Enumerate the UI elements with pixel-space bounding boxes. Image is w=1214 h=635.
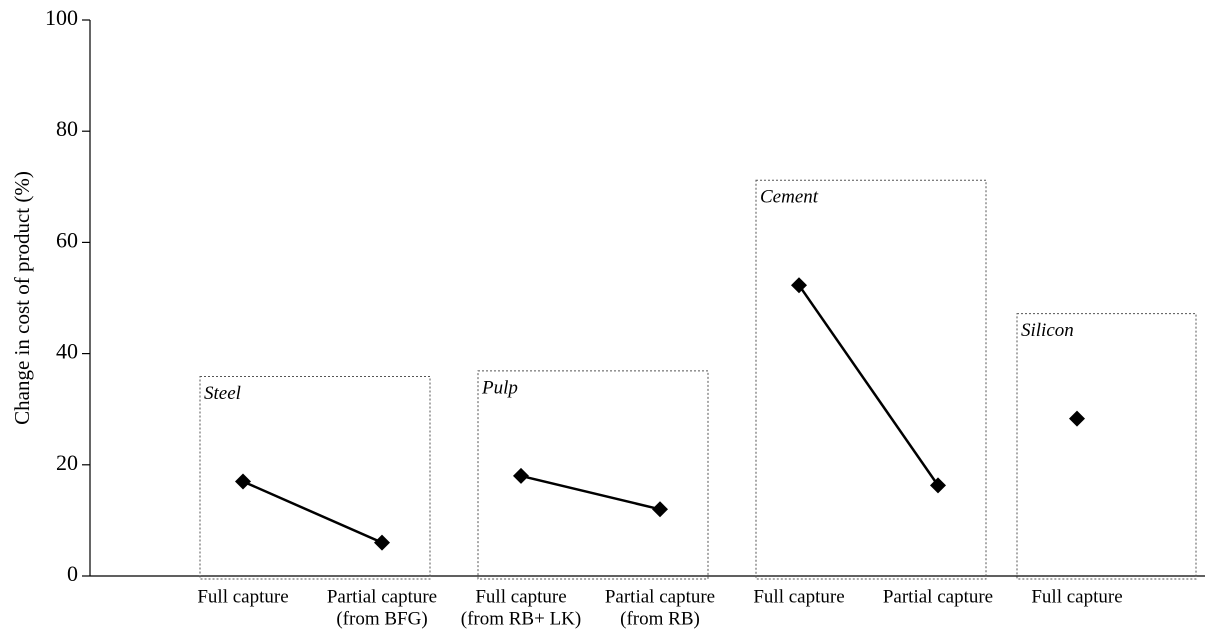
x-tick-label: Full capture: [475, 586, 566, 607]
y-axis-label: Change in cost of product (%): [10, 171, 34, 425]
group-label: Silicon: [1021, 320, 1074, 341]
group-label: Cement: [760, 187, 819, 208]
x-tick-label: Partial capture: [605, 586, 715, 607]
group-box: [1016, 313, 1197, 580]
line-segment: [242, 480, 383, 544]
marker: [235, 473, 251, 490]
marker: [652, 501, 668, 518]
marker: [374, 534, 390, 551]
group-label: Steel: [204, 383, 241, 404]
x-tick-label: Partial capture: [883, 586, 993, 607]
x-tick-label: (from RB+ LK): [461, 608, 581, 629]
y-tick-label: 100: [45, 5, 78, 30]
y-tick-label: 20: [56, 450, 78, 475]
x-tick-label: (from RB): [620, 608, 700, 629]
y-tick-label: 80: [56, 116, 78, 141]
x-tick-label: (from BFG): [336, 608, 427, 629]
y-tick-label: 40: [56, 339, 78, 364]
y-tick-label: 0: [67, 561, 78, 586]
marker: [791, 277, 807, 294]
group-box: [755, 179, 987, 580]
x-tick-label: Partial capture: [327, 586, 437, 607]
group-label: Pulp: [481, 377, 518, 398]
line-segment: [520, 474, 661, 511]
marker: [930, 477, 946, 494]
group-box: [477, 370, 709, 580]
x-tick-label: Full capture: [197, 586, 288, 607]
group-box: [199, 375, 431, 580]
marker: [1069, 410, 1085, 427]
y-tick-label: 60: [56, 227, 78, 252]
marker: [513, 467, 529, 484]
x-tick-label: Full capture: [1031, 586, 1122, 607]
x-tick-label: Full capture: [753, 586, 844, 607]
line-segment: [797, 284, 940, 487]
